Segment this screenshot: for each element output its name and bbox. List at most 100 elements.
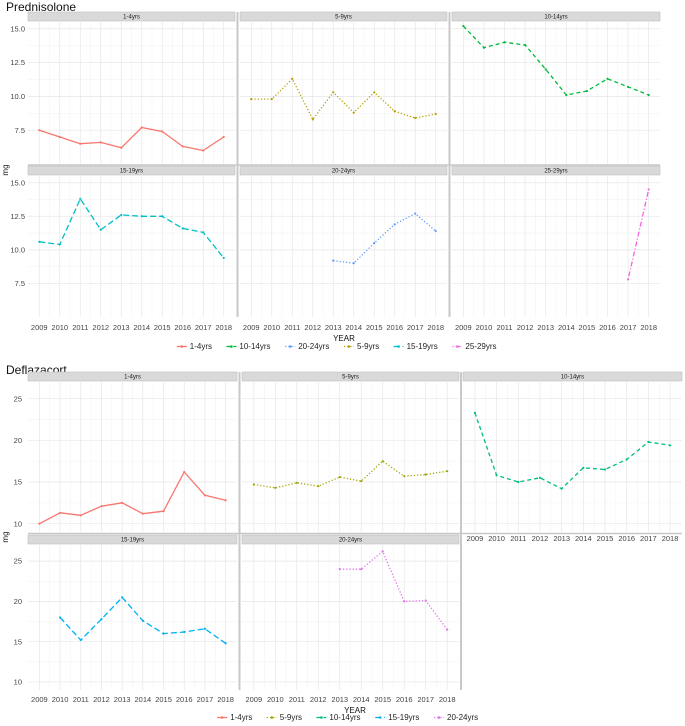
x-tick-label: 2017 <box>640 534 657 543</box>
x-tick-label: 2014 <box>575 534 592 543</box>
facet-strip <box>27 534 238 545</box>
facet-panel-1-4yrs: 1-4yrs 7.5 10.0 12.5 15.0 <box>10 11 236 164</box>
y-tick-label: 20 <box>14 597 22 606</box>
x-tick-label: 2018 <box>215 323 232 332</box>
data-point <box>565 93 568 97</box>
legend-key-point <box>220 716 224 719</box>
facet-strip <box>27 371 238 382</box>
x-tick-label: 2009 <box>243 323 260 332</box>
data-point <box>495 474 498 477</box>
data-point <box>120 146 123 149</box>
x-tick-label: 2014 <box>133 323 150 332</box>
data-point <box>162 510 165 513</box>
data-point <box>181 145 184 148</box>
data-point <box>538 476 542 479</box>
facet-panel-10-14yrs: 10-14yrs <box>451 11 661 164</box>
x-tick-label: 2013 <box>537 323 554 332</box>
facet-panel-5-9yrs: 5-9yrs <box>241 371 460 532</box>
data-point <box>373 91 376 94</box>
x-tick-label: 2012 <box>92 323 109 332</box>
data-point <box>462 24 465 28</box>
legend-label: 1-4yrs <box>190 342 212 351</box>
x-tick-label: 2016 <box>618 534 635 543</box>
facet-panel-15-19yrs: 15-19yrs 7.5 10.0 12.5 15.0 2009 2010 2011 2012 2… <box>10 165 236 332</box>
x-tick-label: 2010 <box>52 695 69 704</box>
data-point <box>446 628 449 631</box>
data-point <box>524 43 527 47</box>
data-point <box>202 231 205 234</box>
y-tick-label: 12.5 <box>10 212 25 221</box>
x-tick-label: 2013 <box>114 695 131 704</box>
facet-panel-10-14yrs: 10-14yrs 2009 2010 2011 2012 2013 2014 2015 2016… <box>462 371 683 543</box>
series-line-25-29yrs <box>627 189 650 280</box>
data-point <box>224 642 227 645</box>
data-point <box>403 475 406 478</box>
facet-strip-label: 15-19yrs <box>121 538 144 544</box>
data-point <box>120 213 123 217</box>
x-tick-label: 2012 <box>532 534 549 543</box>
x-tick-label: 2011 <box>73 695 89 704</box>
facet-strip-label: 15-19yrs <box>120 169 143 175</box>
data-point <box>381 550 384 553</box>
data-point <box>183 470 186 474</box>
data-point <box>121 596 124 599</box>
data-point <box>274 486 277 489</box>
y-tick-label: 7.5 <box>15 126 25 135</box>
data-point <box>317 485 320 488</box>
y-axis-title: mg <box>1 164 10 175</box>
data-point <box>360 568 363 571</box>
data-point <box>58 135 61 139</box>
series-line-5-9yrs <box>253 460 448 489</box>
x-axis-title: YEAR <box>333 334 355 343</box>
y-tick-label: 10.0 <box>10 245 25 254</box>
legend-label: 5-9yrs <box>280 713 302 722</box>
data-point <box>161 130 164 133</box>
x-tick-label: 2010 <box>488 534 505 543</box>
x-tick-label: 2015 <box>155 695 172 704</box>
data-point <box>560 487 563 490</box>
x-tick-label: 2015 <box>597 534 614 543</box>
data-point <box>360 480 363 483</box>
y-tick-label: 10.0 <box>10 92 25 101</box>
data-point <box>626 278 630 281</box>
data-point <box>332 259 335 262</box>
x-tick-label: 2016 <box>396 695 413 704</box>
data-point <box>414 116 417 120</box>
data-point <box>252 483 255 486</box>
x-tick-label: 2014 <box>558 323 575 332</box>
legend-key-point <box>230 345 233 348</box>
x-tick-label: 2014 <box>353 695 370 704</box>
series-line-15-19yrs <box>39 198 225 259</box>
data-point <box>626 85 630 89</box>
data-point <box>141 512 144 515</box>
data-point <box>224 499 227 502</box>
x-tick-label: 2010 <box>263 323 280 332</box>
facet-strip <box>27 165 236 176</box>
facet-strip-label: 1-4yrs <box>124 375 141 381</box>
y-tick-label: 7.5 <box>15 279 25 288</box>
data-point <box>414 212 417 215</box>
y-tick-label: 20 <box>14 436 22 445</box>
facet-strip-label: 25-29yrs <box>544 169 567 175</box>
data-point <box>38 129 41 132</box>
data-point <box>100 618 103 621</box>
data-point <box>381 460 384 463</box>
data-point <box>38 522 41 525</box>
facet-strip-label: 20-24yrs <box>339 538 362 544</box>
legend-label: 25-29yrs <box>465 342 496 351</box>
data-point <box>332 91 335 94</box>
y-tick-label: 10 <box>14 678 22 687</box>
data-point <box>222 256 225 260</box>
x-tick-label: 2015 <box>579 323 596 332</box>
x-tick-label: 2013 <box>325 323 342 332</box>
data-point <box>625 458 628 461</box>
series-line-5-9yrs <box>251 78 436 121</box>
legend-key-point <box>180 345 184 348</box>
x-tick-label: 2009 <box>467 534 484 543</box>
legend-label: 1-4yrs <box>230 713 252 722</box>
x-tick-label: 2011 <box>510 534 526 543</box>
legend-label: 5-9yrs <box>357 342 379 351</box>
data-point <box>100 505 103 508</box>
data-point <box>647 188 650 191</box>
